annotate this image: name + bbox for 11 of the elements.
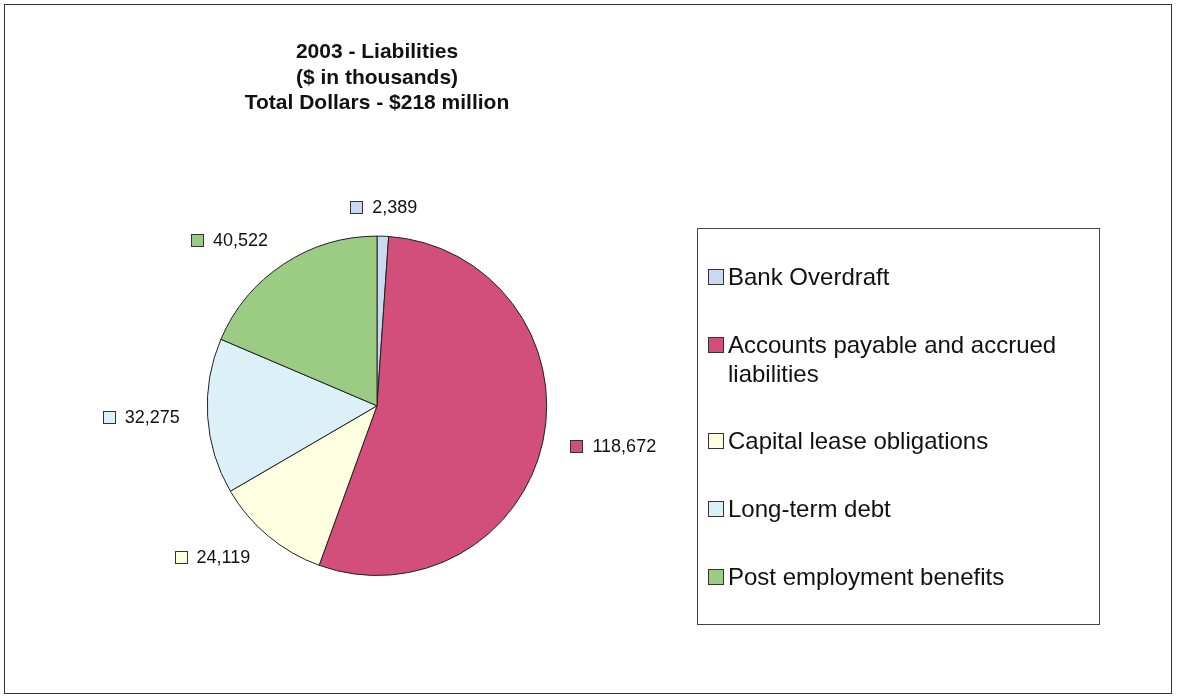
data-label: 24,119 <box>196 546 251 567</box>
legend-label: Capital lease obligations <box>728 426 989 456</box>
chart-title: 2003 - Liabilities ($ in thousands) Total Dollars - $218 million <box>244 39 510 113</box>
data-label: 40,522 <box>212 229 268 250</box>
legend-label: Long-term debt <box>728 494 891 524</box>
data-label: 2,389 <box>372 197 418 218</box>
legend-label: Accounts payable and accrued liabilities <box>728 329 1058 388</box>
data-label: 118,672 <box>592 435 657 456</box>
legend-label: Bank Overdraft <box>728 262 890 292</box>
legend-label: Post employment benefits <box>728 561 1005 591</box>
data-label: 32,275 <box>124 407 180 428</box>
